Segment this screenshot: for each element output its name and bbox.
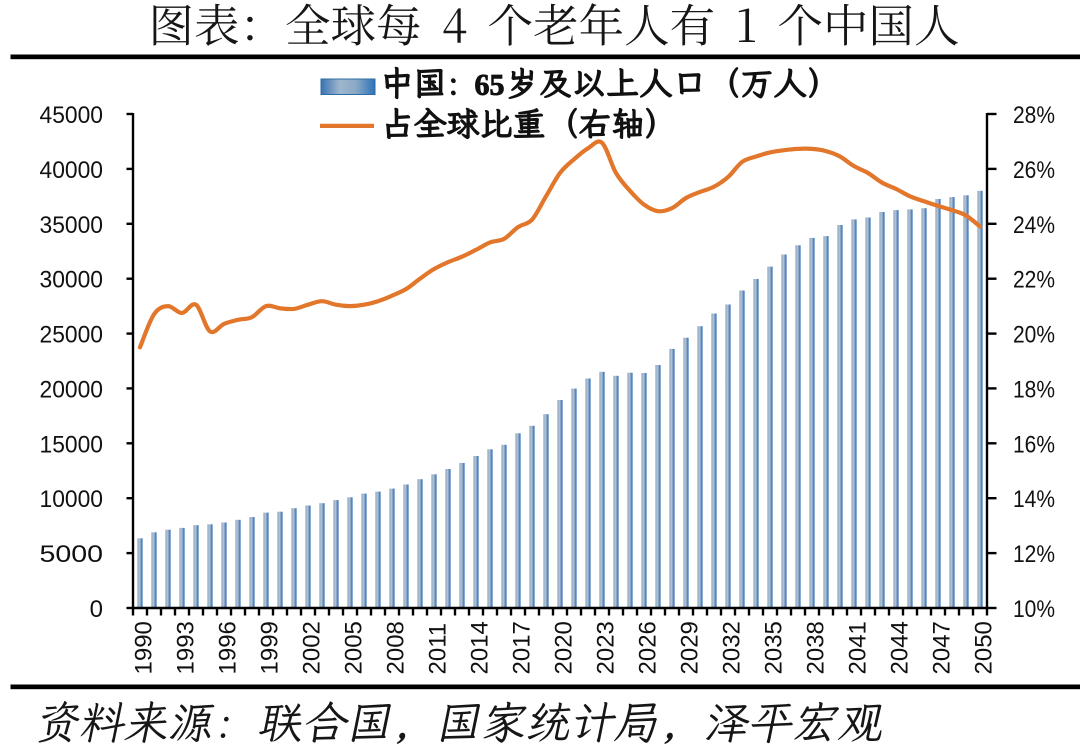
svg-text:1996: 1996 bbox=[214, 621, 241, 674]
svg-text:2014: 2014 bbox=[466, 621, 493, 674]
svg-text:45000: 45000 bbox=[40, 102, 104, 129]
svg-text:28%: 28% bbox=[1013, 102, 1055, 129]
svg-text:18%: 18% bbox=[1013, 376, 1055, 403]
svg-text:35000: 35000 bbox=[40, 212, 104, 239]
svg-text:2011: 2011 bbox=[424, 623, 451, 675]
svg-text:14%: 14% bbox=[1013, 486, 1055, 513]
svg-text:2032: 2032 bbox=[718, 621, 745, 674]
svg-text:15000: 15000 bbox=[40, 431, 104, 458]
svg-text:24%: 24% bbox=[1013, 212, 1055, 239]
svg-text:5000: 5000 bbox=[40, 541, 104, 568]
svg-text:20000: 20000 bbox=[40, 376, 104, 403]
svg-text:1999: 1999 bbox=[256, 621, 283, 674]
svg-text:2044: 2044 bbox=[886, 621, 913, 674]
svg-text:0: 0 bbox=[90, 596, 103, 623]
svg-text:2029: 2029 bbox=[676, 621, 703, 674]
svg-text:2023: 2023 bbox=[592, 621, 619, 674]
svg-text:2035: 2035 bbox=[760, 621, 787, 674]
svg-text:2008: 2008 bbox=[382, 621, 409, 674]
svg-text:12%: 12% bbox=[1013, 541, 1055, 568]
svg-text:2020: 2020 bbox=[550, 621, 577, 674]
svg-text:2005: 2005 bbox=[340, 621, 367, 674]
svg-text:40000: 40000 bbox=[40, 157, 104, 184]
svg-text:1990: 1990 bbox=[130, 621, 157, 674]
svg-text:1993: 1993 bbox=[172, 621, 199, 674]
svg-text:30000: 30000 bbox=[40, 267, 104, 294]
svg-text:2047: 2047 bbox=[928, 621, 955, 674]
svg-text:2002: 2002 bbox=[298, 621, 325, 674]
svg-text:26%: 26% bbox=[1013, 157, 1055, 184]
svg-text:2041: 2041 bbox=[844, 621, 871, 674]
svg-text:20%: 20% bbox=[1013, 322, 1055, 349]
svg-text:25000: 25000 bbox=[40, 322, 104, 349]
svg-text:2026: 2026 bbox=[634, 621, 661, 674]
svg-text:16%: 16% bbox=[1013, 431, 1055, 458]
svg-text:22%: 22% bbox=[1013, 267, 1055, 294]
svg-text:2038: 2038 bbox=[802, 621, 829, 674]
svg-text:2050: 2050 bbox=[970, 621, 997, 674]
svg-text:2017: 2017 bbox=[508, 621, 535, 674]
svg-text:10%: 10% bbox=[1013, 596, 1055, 623]
svg-text:10000: 10000 bbox=[40, 486, 104, 513]
